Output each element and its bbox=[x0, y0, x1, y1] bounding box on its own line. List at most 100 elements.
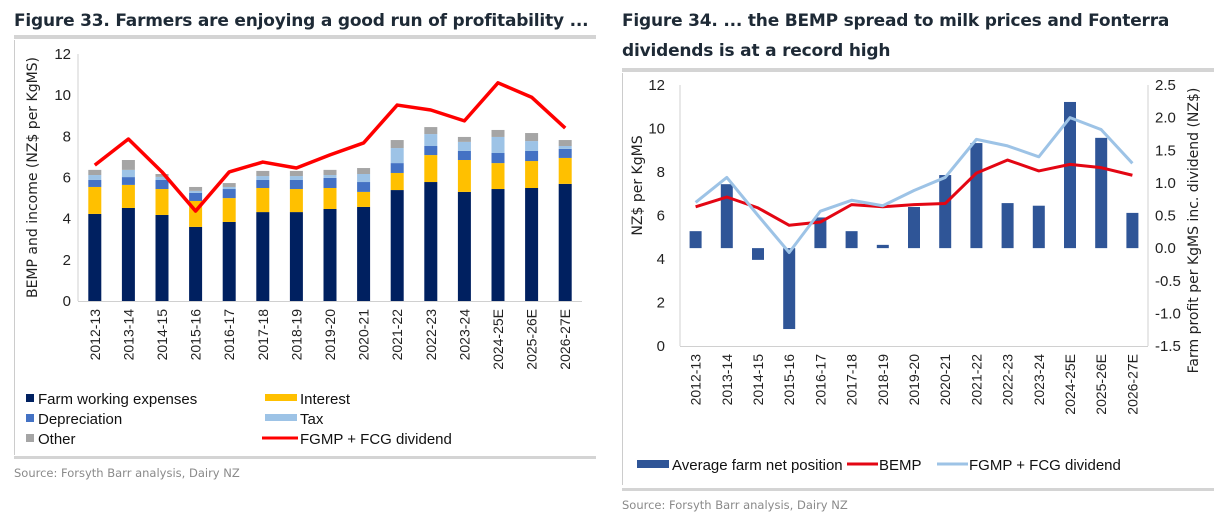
bar-net-position-2014-15 bbox=[752, 248, 764, 260]
bar-interest-2016-17 bbox=[222, 198, 236, 222]
bar-farm-working-expenses-2026-27E bbox=[558, 183, 572, 301]
bar-interest-2019-20 bbox=[323, 187, 337, 209]
bar-net-position-2026-27E bbox=[1126, 212, 1139, 249]
bar-tax-2014-15 bbox=[155, 176, 169, 180]
figure33-source: Source: Forsyth Barr analysis, Dairy NZ bbox=[14, 466, 240, 480]
bar-tax-2022-23 bbox=[424, 134, 438, 147]
bar-tax-2015-16 bbox=[189, 190, 203, 193]
bar-net-position-2023-24 bbox=[1032, 205, 1045, 249]
y-tick-label: 2 bbox=[63, 252, 71, 269]
x-tick-label: 2022-23 bbox=[423, 309, 439, 361]
x-tick-label: 2026-27E bbox=[557, 309, 573, 370]
figure33-title-rule bbox=[14, 35, 596, 39]
y-tick-label: 12 bbox=[54, 46, 71, 63]
bar-farm-working-expenses-2024-25E bbox=[491, 189, 505, 301]
bar-tax-2020-21 bbox=[357, 174, 371, 183]
bar-tax-2019-20 bbox=[323, 175, 337, 178]
legend-label: BEMP bbox=[879, 457, 922, 474]
y-tick-label: 2 bbox=[657, 295, 665, 312]
bar-tax-2023-24 bbox=[457, 141, 471, 151]
x-tick-label: 2020-21 bbox=[937, 354, 953, 406]
y-tick-label: 12 bbox=[648, 77, 665, 94]
x-tick-label: 2023-24 bbox=[1031, 354, 1047, 406]
bar-interest-2022-23 bbox=[424, 155, 438, 183]
bar-net-position-2024-25E bbox=[1064, 101, 1076, 249]
x-tick-label: 2017-18 bbox=[844, 354, 860, 406]
bar-farm-working-expenses-2025-26E bbox=[525, 187, 539, 301]
y-axis-title: BEMP and income (NZ$ per KgMS) bbox=[25, 57, 41, 298]
legend-swatch bbox=[265, 394, 297, 401]
figure34-title-rule bbox=[622, 68, 1214, 72]
x-tick-label: 2022-23 bbox=[1000, 354, 1016, 406]
bar-other-2026-27E bbox=[558, 140, 572, 147]
x-tick-label: 2024-25E bbox=[490, 309, 506, 370]
bar-depreciation-2023-24 bbox=[457, 150, 471, 161]
y-right-tick-label: 2.5 bbox=[1155, 77, 1176, 94]
bar-other-2020-21 bbox=[357, 168, 371, 175]
bar-depreciation-2012-13 bbox=[88, 179, 102, 187]
y-tick-label: 10 bbox=[54, 87, 71, 104]
figure34-bottom-rule bbox=[622, 488, 1214, 491]
bar-tax-2018-19 bbox=[289, 176, 303, 180]
bar-net-position-2015-16 bbox=[783, 248, 796, 330]
bar-other-2022-23 bbox=[424, 127, 438, 135]
bar-interest-2014-15 bbox=[155, 189, 169, 215]
bar-depreciation-2020-21 bbox=[357, 182, 371, 192]
line-fgmp-fcg-dividend bbox=[694, 116, 1134, 254]
x-tick-label: 2025-26E bbox=[524, 309, 540, 370]
bar-farm-working-expenses-2020-21 bbox=[357, 206, 371, 301]
bar-net-position-2016-17 bbox=[814, 217, 827, 249]
y-tick-label: 6 bbox=[63, 170, 71, 187]
x-tick-label: 2012-13 bbox=[688, 354, 704, 406]
x-tick-label: 2021-22 bbox=[968, 354, 984, 406]
x-tick-label: 2014-15 bbox=[750, 354, 766, 406]
bar-farm-working-expenses-2023-24 bbox=[457, 191, 471, 301]
y-right-tick-label: 1.0 bbox=[1155, 175, 1176, 192]
bar-depreciation-2022-23 bbox=[424, 146, 438, 156]
y-right-tick-label: -1.0 bbox=[1155, 305, 1181, 322]
legend-label: Other bbox=[38, 431, 76, 448]
y-right-tick-label: 1.5 bbox=[1155, 142, 1176, 159]
bar-tax-2017-18 bbox=[256, 176, 270, 180]
bar-depreciation-2024-25E bbox=[491, 153, 505, 164]
x-tick-label: 2015-16 bbox=[188, 309, 204, 361]
y-right-tick-label: 0.0 bbox=[1155, 240, 1176, 257]
legend-swatch bbox=[637, 460, 669, 468]
x-tick-label: 2016-17 bbox=[221, 309, 237, 361]
bar-tax-2021-22 bbox=[390, 148, 404, 164]
bar-farm-working-expenses-2016-17 bbox=[222, 221, 236, 301]
bar-depreciation-2015-16 bbox=[189, 192, 203, 201]
line-bemp bbox=[695, 158, 1133, 227]
bar-net-position-2020-21 bbox=[939, 175, 952, 249]
x-tick-label: 2012-13 bbox=[87, 309, 103, 361]
figure33-title: Figure 33. Farmers are enjoying a good r… bbox=[14, 11, 589, 31]
figure34-title-line2: dividends is at a record high bbox=[622, 41, 891, 61]
bar-other-2024-25E bbox=[491, 129, 505, 137]
figure33-frame-left bbox=[14, 40, 15, 455]
bar-other-2013-14 bbox=[121, 160, 135, 170]
bar-depreciation-2021-22 bbox=[390, 163, 404, 173]
bar-net-position-2017-18 bbox=[845, 231, 858, 249]
bar-other-2019-20 bbox=[323, 169, 337, 176]
legend-label: Interest bbox=[300, 391, 351, 408]
bar-farm-working-expenses-2018-19 bbox=[289, 212, 303, 301]
legend-label: Tax bbox=[300, 411, 324, 428]
x-tick-label: 2021-22 bbox=[389, 309, 405, 361]
bar-interest-2021-22 bbox=[390, 172, 404, 191]
x-tick-label: 2013-14 bbox=[719, 354, 735, 406]
bar-tax-2012-13 bbox=[88, 175, 102, 180]
x-tick-label: 2017-18 bbox=[255, 309, 271, 361]
bar-farm-working-expenses-2021-22 bbox=[390, 190, 404, 301]
legend-swatch bbox=[26, 394, 34, 402]
bar-farm-working-expenses-2015-16 bbox=[189, 226, 203, 301]
bar-net-position-2012-13 bbox=[689, 231, 702, 249]
bar-depreciation-2025-26E bbox=[525, 150, 539, 162]
x-tick-label: 2016-17 bbox=[812, 354, 828, 406]
figure34-title-line1: Figure 34. ... the BEMP spread to milk p… bbox=[622, 11, 1170, 31]
x-tick-label: 2015-16 bbox=[781, 354, 797, 406]
legend-swatch bbox=[26, 434, 34, 442]
y-tick-label: 10 bbox=[648, 121, 665, 138]
y-right-tick-label: 0.5 bbox=[1155, 208, 1176, 225]
bar-depreciation-2014-15 bbox=[155, 179, 169, 190]
